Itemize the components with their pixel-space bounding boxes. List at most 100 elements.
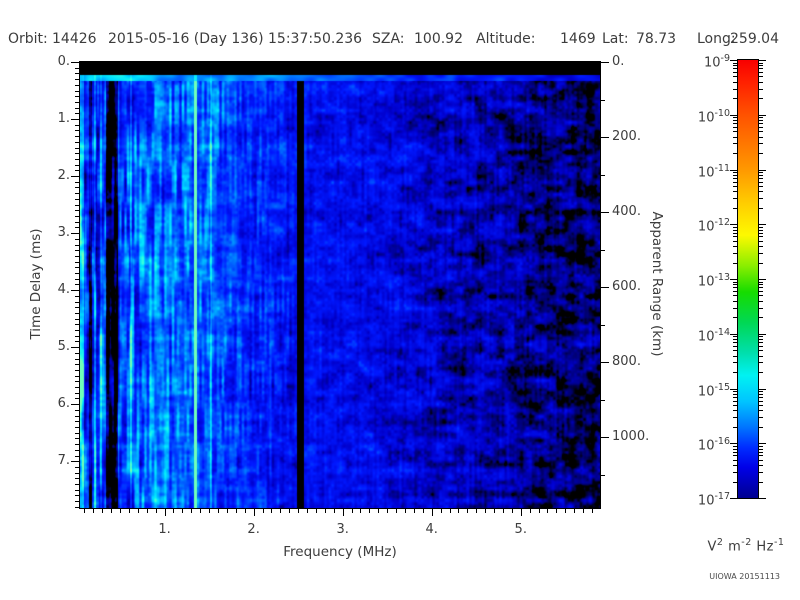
y-right-axis-title: Apparent Range (km)	[649, 211, 665, 357]
x-axis-minor-tick	[218, 509, 219, 513]
y-left-minor-tick	[75, 193, 79, 195]
colorbar-minor-tick-right	[759, 185, 763, 187]
x-axis-minor-tick	[351, 509, 353, 513]
x-axis-minor-tick	[191, 509, 193, 513]
colorbar-minor-tick-left	[733, 76, 737, 78]
colorbar-minor-tick-right	[759, 451, 763, 453]
colorbar-minor-tick-left	[733, 232, 737, 234]
colorbar-gradient	[737, 59, 759, 499]
colorbar-minor-tick-left	[733, 465, 737, 467]
x-axis-title: Frequency (MHz)	[283, 544, 397, 560]
colorbar-minor-tick-left	[733, 88, 737, 90]
y-left-tick-label: 3.	[57, 225, 70, 241]
colorbar-minor-tick-right	[759, 262, 763, 264]
colorbar-minor-tick-right	[759, 350, 763, 352]
x-tick-label: 3.	[336, 522, 349, 537]
colorbar-minor-tick-left	[733, 229, 737, 231]
colorbar-minor-tick-left	[733, 65, 737, 67]
colorbar-minor-tick-left	[733, 207, 737, 209]
y-left-minor-tick	[75, 210, 79, 212]
orbit-value: 14426	[52, 31, 97, 47]
long-label: Long:	[697, 31, 736, 47]
colorbar-tick-label: 10-17	[697, 491, 730, 509]
y-left-minor-tick	[75, 221, 79, 223]
spectrogram-plot	[79, 61, 601, 509]
colorbar-minor-tick-right	[759, 396, 763, 398]
colorbar-minor-tick-right	[759, 240, 763, 242]
colorbar-minor-tick-left	[733, 185, 737, 187]
y-left-minor-tick	[75, 158, 79, 160]
colorbar-minor-tick-right	[759, 426, 763, 428]
x-axis-minor-tick	[396, 509, 398, 513]
x-axis-minor-tick	[235, 509, 237, 513]
colorbar-minor-tick-left	[733, 410, 737, 412]
y-right-tick-label: 1000.	[612, 429, 650, 445]
colorbar-minor-tick-left	[733, 181, 737, 183]
lat-value: 78.73	[636, 31, 677, 47]
colorbar-minor-tick-left	[733, 445, 737, 447]
colorbar-minor-tick-right	[759, 123, 763, 125]
y-left-major-tick	[71, 119, 79, 121]
x-axis-minor-tick	[449, 509, 451, 513]
y-left-minor-tick	[75, 341, 79, 343]
colorbar-major-tick-left	[730, 279, 737, 280]
y-left-major-tick	[71, 290, 79, 292]
y-left-minor-tick	[75, 164, 79, 166]
y-left-minor-tick	[75, 113, 79, 115]
y-left-minor-tick	[75, 255, 79, 257]
colorbar-minor-tick-left	[733, 404, 737, 406]
x-axis-minor-tick	[387, 509, 389, 513]
colorbar-minor-tick-right	[759, 232, 763, 234]
colorbar-minor-tick-left	[733, 451, 737, 453]
x-axis-minor-tick	[556, 509, 558, 513]
colorbar-minor-tick-right	[759, 226, 763, 228]
colorbar-minor-tick-left	[733, 362, 737, 364]
y-left-axis-title: Time Delay (ms)	[28, 228, 44, 340]
x-axis-minor-tick	[369, 509, 371, 513]
x-axis-minor-tick	[307, 509, 309, 513]
x-axis-minor-tick	[413, 509, 415, 513]
x-axis-minor-tick	[200, 509, 202, 513]
colorbar-tick-label: 10-15	[697, 381, 730, 399]
y-left-minor-tick	[75, 330, 79, 332]
x-axis-minor-tick	[84, 509, 86, 513]
x-axis-minor-tick	[209, 509, 211, 513]
colorbar-minor-tick-left	[733, 123, 737, 125]
y-left-minor-tick	[75, 506, 79, 508]
y-left-major-tick	[71, 62, 79, 63]
x-axis-minor-tick	[324, 509, 326, 513]
y-left-minor-tick	[75, 84, 79, 86]
x-axis-major-tick	[520, 509, 522, 516]
y-left-minor-tick	[75, 198, 79, 200]
y-left-minor-tick	[75, 427, 79, 428]
x-axis-minor-tick	[591, 509, 593, 513]
lat-label: Lat:	[602, 31, 629, 47]
x-axis-minor-tick	[102, 509, 104, 513]
colorbar-minor-tick-left	[733, 287, 737, 289]
x-axis-minor-tick	[155, 509, 157, 513]
units-text: V	[707, 539, 717, 555]
y-right-tick-label: 600.	[612, 279, 641, 295]
y-left-minor-tick	[75, 318, 79, 320]
colorbar-major-tick-right	[759, 333, 766, 335]
y-left-minor-tick	[75, 312, 79, 314]
colorbar-minor-tick-left	[733, 400, 737, 402]
x-axis-minor-tick	[298, 509, 300, 513]
sza-label: SZA:	[372, 31, 405, 47]
colorbar-minor-tick-right	[759, 404, 763, 406]
colorbar-minor-tick-left	[733, 396, 737, 398]
colorbar-major-tick-left	[730, 224, 737, 226]
colorbar-minor-tick-right	[759, 284, 763, 286]
colorbar-minor-tick-right	[759, 465, 763, 467]
x-axis-minor-tick	[458, 509, 460, 513]
y-left-minor-tick	[75, 495, 79, 497]
colorbar-minor-tick-right	[759, 65, 763, 67]
credit-text: UIOWA 20151113	[709, 572, 780, 581]
colorbar-minor-tick-right	[759, 281, 763, 283]
units-exponent: -1	[773, 537, 785, 548]
x-tick-label: 1.	[158, 522, 171, 537]
y-left-minor-tick	[75, 90, 79, 92]
colorbar-minor-tick-right	[759, 481, 763, 483]
y-left-tick-label: 5.	[57, 339, 70, 355]
x-axis-minor-tick	[128, 509, 130, 513]
